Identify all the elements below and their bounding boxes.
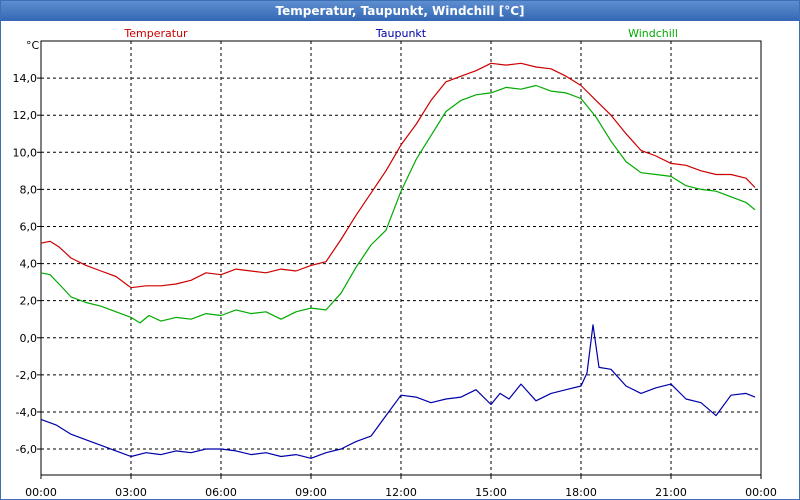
y-tick-label: -4,0 [16, 406, 37, 419]
legend-taupunkt: Taupunkt [375, 27, 427, 40]
x-tick-time: 09:00 [295, 486, 327, 499]
grid-lines [41, 41, 761, 475]
x-tick-time: 03:00 [115, 486, 147, 499]
series-lines [40, 62, 756, 459]
y-unit-label: °C [26, 39, 40, 52]
line-chart: 14,012,010,08,06,04,02,00,0-2,0-4,0-6,0 … [13, 27, 777, 499]
x-axis: 00:0024.02.1403:0024.02.1406:0024.02.140… [25, 475, 777, 499]
y-tick-label: 0,0 [20, 332, 38, 345]
legend: Temperatur Taupunkt Windchill [123, 27, 678, 40]
x-tick-time: 18:00 [565, 486, 597, 499]
y-tick-label: 14,0 [13, 72, 38, 85]
window-title: Temperatur, Taupunkt, Windchill [°C] [1, 1, 799, 21]
x-tick-time: 12:00 [385, 486, 417, 499]
series-line-taupunkt [40, 324, 756, 459]
y-tick-label: -2,0 [16, 369, 37, 382]
series-line-windchill [40, 84, 756, 324]
y-tick-label: 2,0 [20, 295, 38, 308]
x-tick-time: 00:00 [25, 486, 57, 499]
y-axis: 14,0 12,0 10,0 8,0 6,0 4,0 2,0 0,0 -2,0 -4,0 -6,0 [13, 72, 41, 456]
x-tick-time: 06:00 [205, 486, 237, 499]
x-tick-time: 00:00 [745, 486, 777, 499]
y-tick-label: -6,0 [16, 443, 37, 456]
x-tick-time: 21:00 [655, 486, 687, 499]
legend-temperatur: Temperatur [123, 27, 188, 40]
y-tick-label: 10,0 [13, 146, 38, 159]
series-line-temperatur [40, 62, 756, 289]
y-tick-label: 8,0 [20, 183, 38, 196]
y-tick-label: 6,0 [20, 220, 38, 233]
legend-windchill: Windchill [628, 27, 678, 40]
y-tick-label: 12,0 [13, 109, 38, 122]
y-tick-label: 4,0 [20, 258, 38, 271]
x-tick-time: 15:00 [475, 486, 507, 499]
